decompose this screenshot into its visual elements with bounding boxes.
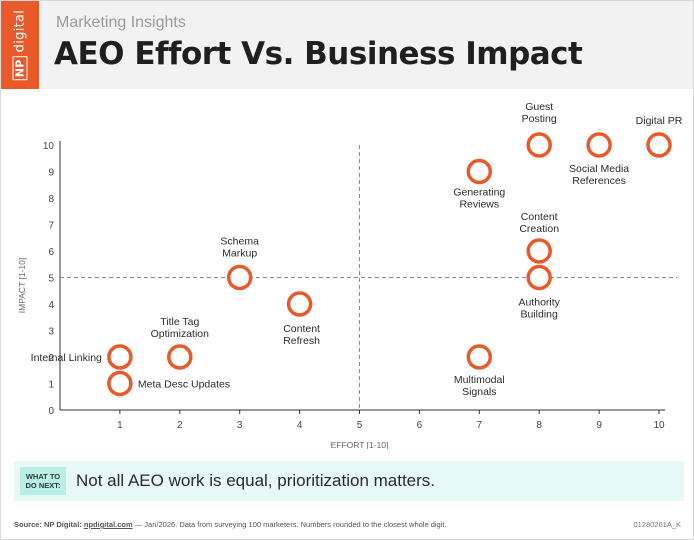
np-digital-logo: NP digital [1, 1, 39, 89]
what-to-do-next-callout: WHAT TO DO NEXT: Not all AEO work is equ… [14, 461, 684, 501]
footer-code: 01280261A_K [633, 520, 681, 529]
x-tick-label: 10 [653, 420, 665, 431]
x-axis-title: EFFORT [1-10] [331, 440, 389, 449]
x-tick-label: 2 [177, 420, 183, 431]
footer-source-link[interactable]: npdigital.com [83, 520, 133, 529]
data-point-label: Digital PR [636, 115, 683, 127]
footer-source: Source: NP Digital: npdigital.com — Jan/… [14, 520, 447, 529]
data-point [466, 158, 493, 185]
data-point [526, 132, 552, 158]
x-tick-label: 1 [117, 420, 123, 431]
data-point-label: Meta Desc Updates [138, 379, 230, 391]
scatter-chart: 0 1 2 3 4 5 6 7 8 9 10 1 2 3 4 5 6 7 8 9 10 EFFORT [1-10] IMPA… [17, 101, 683, 449]
x-tick-label: 4 [297, 420, 303, 431]
x-tick-label: 8 [536, 420, 542, 431]
data-point [286, 291, 313, 317]
x-tick-label: 7 [477, 420, 483, 431]
y-tick-label: 10 [43, 141, 55, 152]
y-tick-label: 8 [48, 194, 54, 205]
data-point-label: Content Refresh [283, 323, 320, 347]
logo-word: digital [12, 9, 28, 53]
data-point [107, 344, 133, 370]
y-tick-label: 5 [48, 274, 54, 285]
data-point-label: Multimodal Signals [454, 374, 505, 398]
y-tick-label: 6 [48, 247, 54, 258]
footer-source-label: Source: NP Digital: [14, 520, 82, 529]
y-tick-label: 9 [48, 168, 54, 179]
x-tick-label: 3 [237, 420, 243, 431]
data-point [526, 238, 552, 264]
data-point [167, 344, 193, 370]
y-tick-label: 7 [48, 221, 54, 232]
logo-np: NP [12, 56, 28, 81]
data-point [646, 132, 672, 158]
data-point-label: Internal Linking [31, 352, 102, 364]
y-tick-label: 1 [48, 380, 54, 391]
x-tick-label: 6 [417, 420, 423, 431]
data-point-label: Schema Markup [220, 236, 259, 260]
header-subtitle: Marketing Insights [56, 14, 186, 31]
x-tick-label: 9 [596, 420, 602, 431]
callout-text: Not all AEO work is equal, prioritizatio… [76, 471, 436, 490]
data-point [107, 370, 133, 397]
data-point-label: Generating Reviews [453, 187, 505, 211]
data-point [226, 264, 253, 291]
logo-text: NP digital [12, 9, 28, 81]
header: NP digital Marketing Insights AEO Effort … [1, 1, 693, 89]
y-tick-label: 4 [48, 300, 54, 311]
data-point-label: Guest Posting [522, 101, 557, 125]
y-tick-label: 0 [48, 406, 54, 417]
y-tick-label: 2 [48, 353, 54, 364]
data-point-label: Social Media References [569, 163, 629, 187]
data-point [586, 132, 612, 158]
y-tick-label: 3 [48, 327, 54, 338]
page-title: AEO Effort Vs. Business Impact [54, 36, 583, 72]
callout-badge: WHAT TO DO NEXT: [20, 467, 66, 495]
x-tick-label: 5 [357, 420, 363, 431]
data-point [466, 344, 493, 370]
data-point-label: Authority Building [518, 297, 560, 321]
data-point-label: Content Creation [519, 211, 559, 235]
data-point [526, 264, 552, 291]
data-point-label: Title Tag Optimization [151, 316, 210, 340]
y-axis-title: IMPACT [1-10] [17, 258, 27, 313]
footer-source-text: — Jan/2026. Data from surveying 100 mark… [132, 520, 447, 529]
